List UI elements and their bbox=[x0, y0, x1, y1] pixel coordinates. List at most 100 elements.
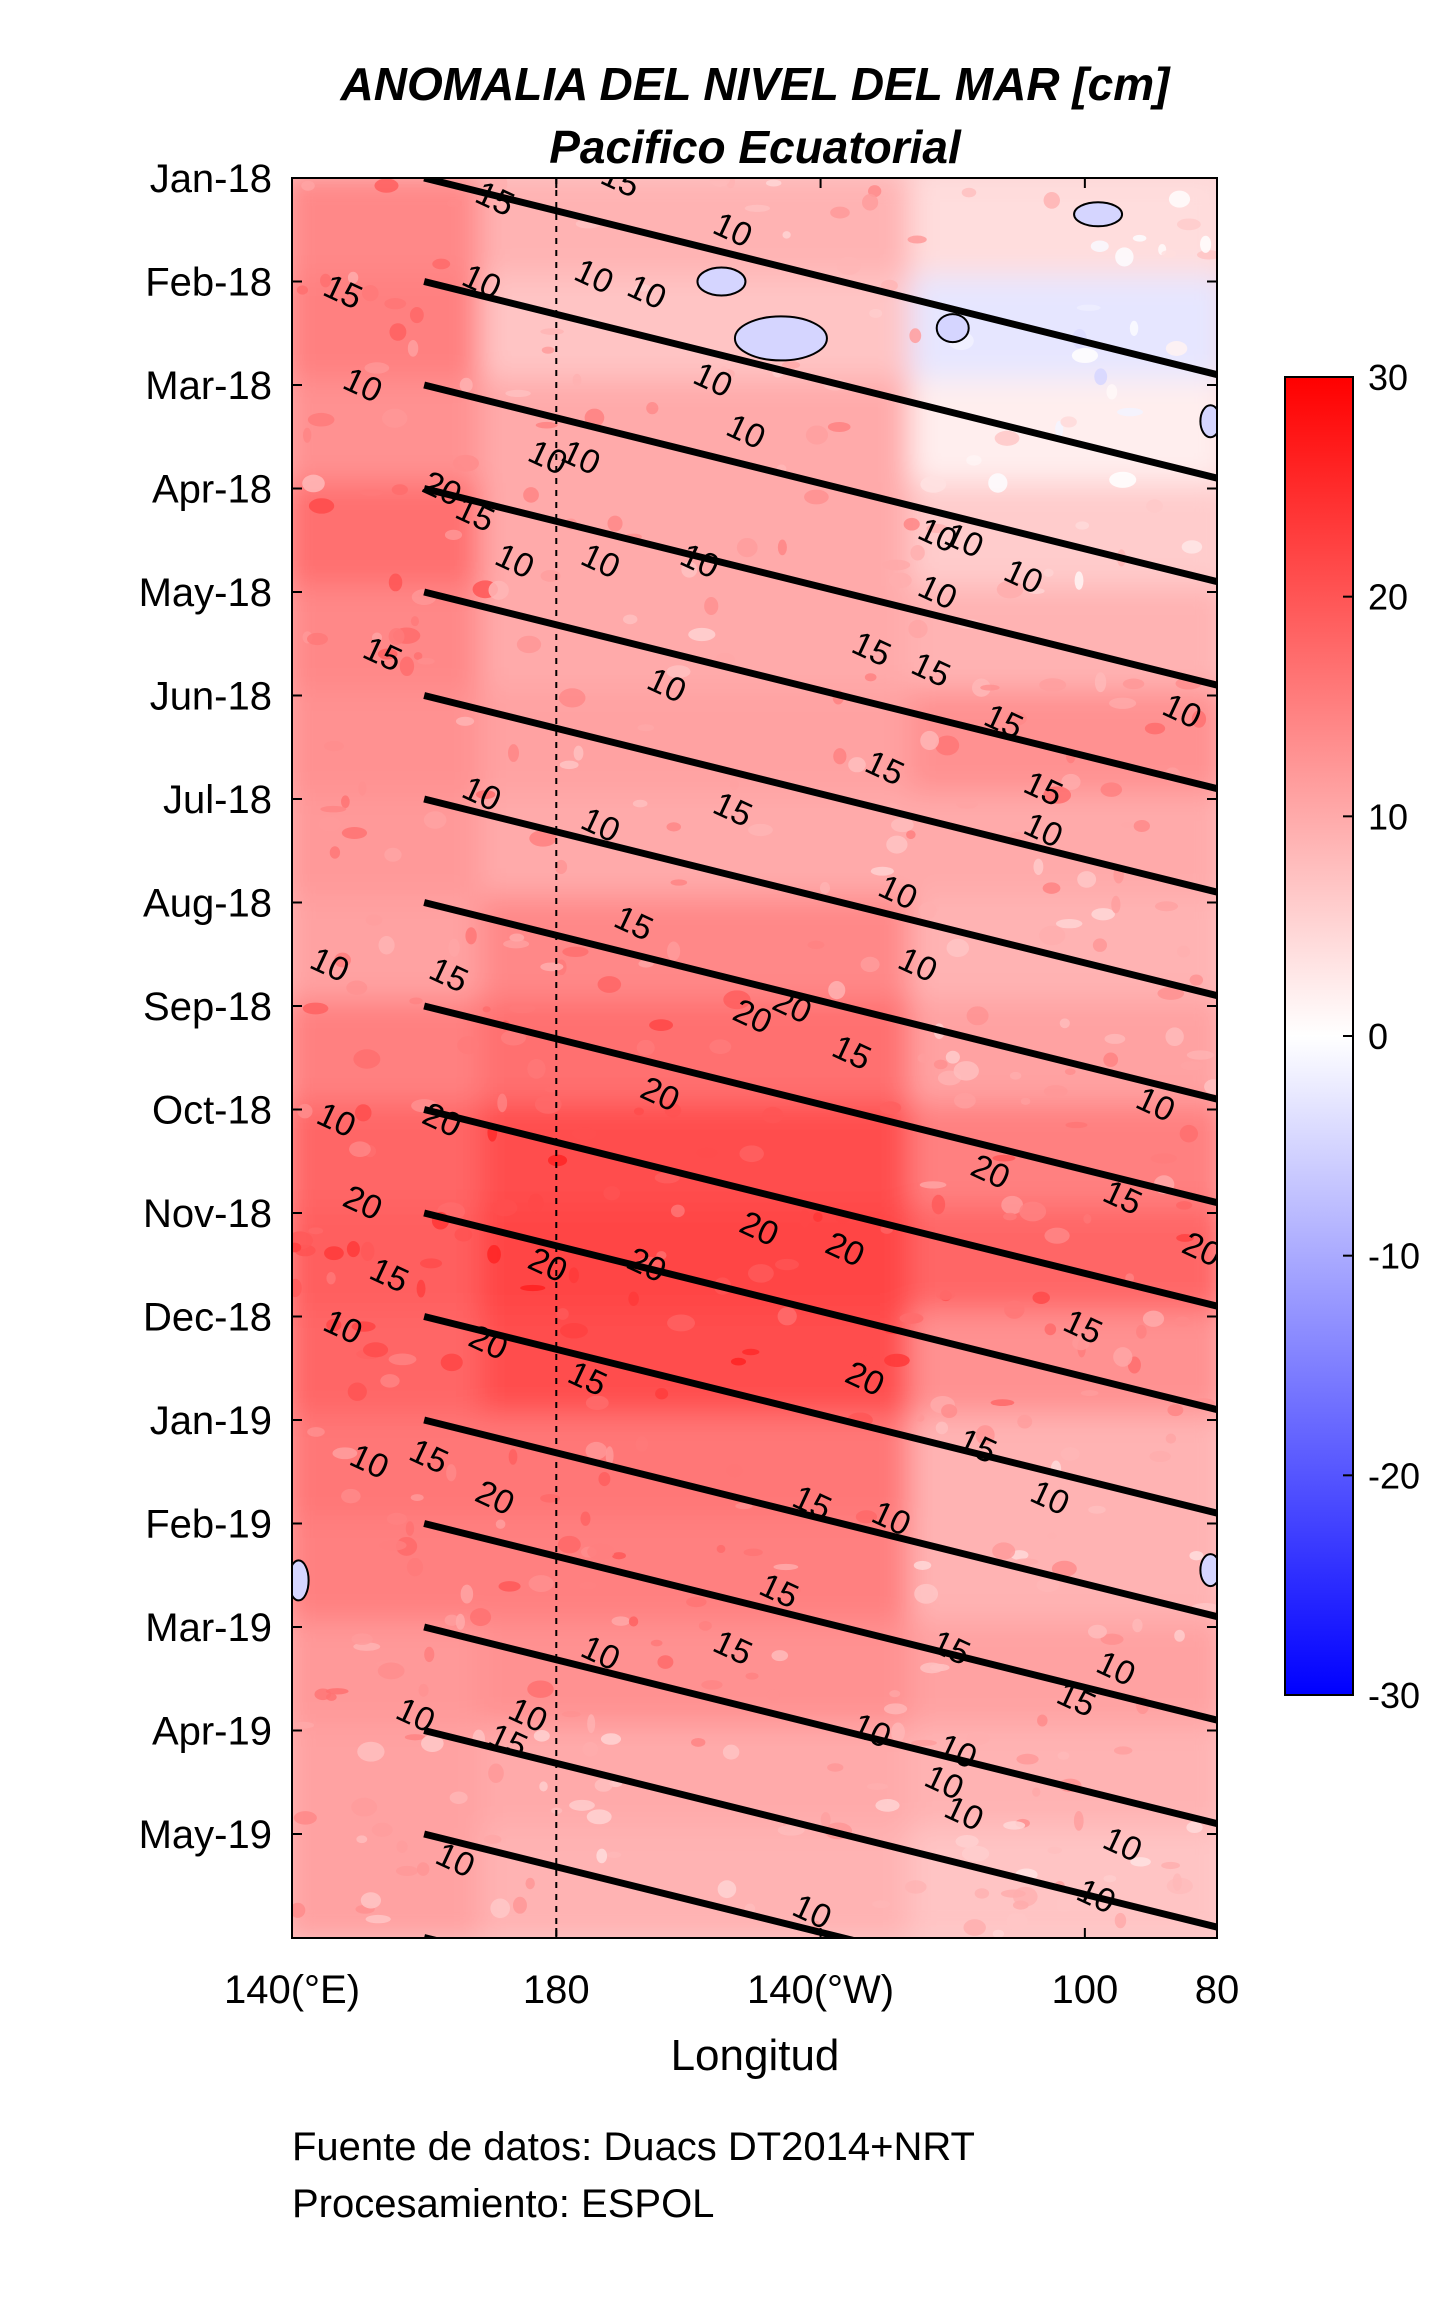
anomaly-speck bbox=[866, 1783, 889, 1790]
anomaly-speck bbox=[1114, 1912, 1127, 1929]
anomaly-speck bbox=[529, 830, 557, 847]
anomaly-cell bbox=[909, 1414, 1217, 1530]
anomaly-speck bbox=[992, 1154, 1016, 1162]
anomaly-speck bbox=[828, 981, 846, 1000]
anomaly-speck bbox=[293, 1811, 317, 1825]
anomaly-speck bbox=[607, 515, 623, 532]
anomaly-speck bbox=[980, 684, 1000, 691]
anomaly-speck bbox=[913, 1560, 932, 1570]
chart-subtitle: Pacifico Ecuatorial bbox=[549, 121, 962, 173]
x-tick-label: 100 bbox=[1051, 1968, 1118, 2012]
wave-line bbox=[423, 485, 1217, 689]
wave-line bbox=[423, 1727, 1217, 1931]
anomaly-speck bbox=[611, 1616, 631, 1626]
anomaly-speck bbox=[988, 473, 1008, 493]
anomaly-speck bbox=[320, 805, 347, 813]
colorbar-ticks: 30 20 10 0 -10 -20 -30 bbox=[1343, 357, 1420, 1716]
anomaly-speck bbox=[587, 1543, 615, 1560]
y-tick-label: Apr-19 bbox=[152, 1710, 272, 1754]
anomaly-speck bbox=[587, 1714, 596, 1734]
anomaly-cell bbox=[909, 1207, 1217, 1323]
anomaly-speck bbox=[1059, 1018, 1070, 1029]
anomaly-speck bbox=[1087, 1624, 1107, 1639]
anomaly-speck bbox=[782, 231, 791, 239]
anomaly-speck bbox=[1100, 1633, 1124, 1645]
anomaly-speck bbox=[633, 1107, 644, 1116]
anomaly-speck bbox=[406, 1557, 424, 1577]
anomaly-speck bbox=[523, 487, 539, 503]
y-tick-label: Feb-19 bbox=[145, 1503, 272, 1547]
anomaly-speck bbox=[966, 1731, 990, 1746]
anomaly-speck bbox=[722, 1744, 740, 1760]
anomaly-speck bbox=[908, 619, 928, 639]
anomaly-speck bbox=[605, 1446, 614, 1466]
anomaly-speck bbox=[457, 1036, 479, 1055]
anomaly-speck bbox=[886, 835, 908, 854]
y-tick-label: Mar-19 bbox=[145, 1606, 272, 1650]
anomaly-speck bbox=[307, 412, 335, 427]
anomaly-speck bbox=[364, 362, 390, 374]
anomaly-speck bbox=[495, 1519, 506, 1529]
anomaly-speck bbox=[704, 596, 719, 615]
anomaly-speck bbox=[1130, 1857, 1151, 1867]
anomaly-speck bbox=[1121, 821, 1134, 828]
anomaly-speck bbox=[585, 1441, 608, 1460]
colorbar-tick-label: -20 bbox=[1368, 1455, 1420, 1496]
anomaly-speck bbox=[926, 523, 948, 533]
anomaly-speck bbox=[635, 284, 651, 292]
anomaly-speck bbox=[409, 997, 423, 1005]
anomaly-speck bbox=[1136, 1324, 1147, 1339]
anomaly-speck bbox=[771, 1650, 789, 1662]
anomaly-speck bbox=[507, 744, 520, 762]
wave-line bbox=[423, 278, 1217, 482]
anomaly-speck bbox=[657, 1655, 674, 1669]
anomaly-speck bbox=[884, 1353, 910, 1368]
anomaly-speck bbox=[667, 1314, 696, 1332]
anomaly-speck bbox=[953, 1092, 976, 1109]
anomaly-speck bbox=[1177, 945, 1191, 958]
anomaly-speck bbox=[1071, 348, 1099, 364]
negative-anomaly-patch bbox=[292, 1559, 310, 1602]
anomaly-speck bbox=[1103, 1875, 1117, 1883]
anomaly-speck bbox=[1165, 1027, 1184, 1047]
anomaly-speck bbox=[800, 1208, 810, 1228]
colorbar-tick-label: 30 bbox=[1368, 357, 1408, 398]
anomaly-speck bbox=[920, 1662, 944, 1674]
anomaly-speck bbox=[388, 1353, 417, 1366]
anomaly-speck bbox=[1094, 368, 1108, 386]
anomaly-speck bbox=[855, 1510, 878, 1524]
anomaly-speck bbox=[444, 1614, 459, 1626]
anomaly-speck bbox=[351, 1321, 376, 1332]
anomaly-speck bbox=[1042, 882, 1061, 894]
anomaly-speck bbox=[819, 882, 831, 894]
anomaly-speck bbox=[1047, 1532, 1057, 1540]
wave-line bbox=[423, 1106, 1217, 1310]
processing-note: Procesamiento: ESPOL bbox=[292, 2182, 715, 2226]
anomaly-speck bbox=[920, 476, 947, 493]
x-tick-label: 140(°E) bbox=[224, 1968, 360, 2012]
anomaly-speck bbox=[460, 1584, 474, 1604]
anomaly-speck bbox=[1189, 1551, 1204, 1561]
negative-anomaly-patch bbox=[1073, 201, 1124, 228]
y-tick-label: May-18 bbox=[139, 571, 272, 615]
anomaly-speck bbox=[380, 1374, 400, 1388]
negative-anomaly-patch bbox=[935, 313, 970, 344]
kelvin-wave-lines bbox=[423, 178, 1217, 1938]
anomaly-speck bbox=[813, 1212, 823, 1223]
anomaly-speck bbox=[1055, 919, 1083, 929]
wave-line bbox=[423, 1002, 1217, 1207]
anomaly-speck bbox=[1133, 819, 1151, 832]
anomaly-speck bbox=[961, 1845, 990, 1862]
anomaly-speck bbox=[1161, 250, 1177, 258]
anomaly-speck bbox=[1176, 1234, 1194, 1242]
anomaly-speck bbox=[341, 827, 368, 839]
colorbar-tick-label: 10 bbox=[1368, 796, 1408, 837]
anomaly-speck bbox=[1146, 499, 1163, 513]
wave-line bbox=[423, 1209, 1217, 1414]
anomaly-speck bbox=[961, 187, 977, 198]
y-tick-label: Oct-18 bbox=[152, 1089, 272, 1133]
anomaly-speck bbox=[748, 823, 773, 837]
anomaly-speck bbox=[520, 1284, 546, 1292]
anomaly-speck bbox=[459, 377, 473, 393]
anomaly-speck bbox=[509, 933, 525, 942]
